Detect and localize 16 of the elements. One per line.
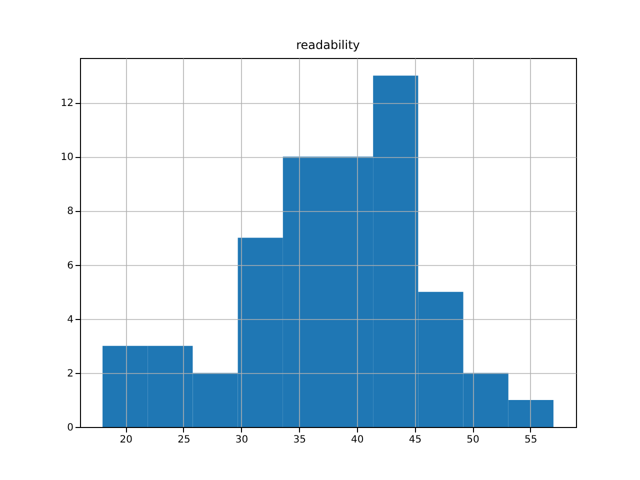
x-tick-label: 25 [178,434,190,446]
y-tick-label: 6 [67,260,74,272]
y-tick-label: 10 [60,152,74,164]
y-tick-label: 0 [67,422,74,434]
x-tick-label: 40 [351,434,364,446]
x-tick-label: 55 [524,434,538,446]
x-tick-label: 30 [235,434,248,446]
y-tick-label: 2 [67,368,74,380]
chart-title: readability [296,38,360,52]
x-tick-label: 45 [408,434,422,446]
y-tick-label: 4 [67,314,74,326]
y-tick-label: 12 [60,98,74,110]
x-tick-label: 50 [466,434,480,446]
y-tick-label: 8 [67,206,74,218]
x-tick-label: 35 [293,434,306,446]
x-tick-label: 20 [120,434,133,446]
